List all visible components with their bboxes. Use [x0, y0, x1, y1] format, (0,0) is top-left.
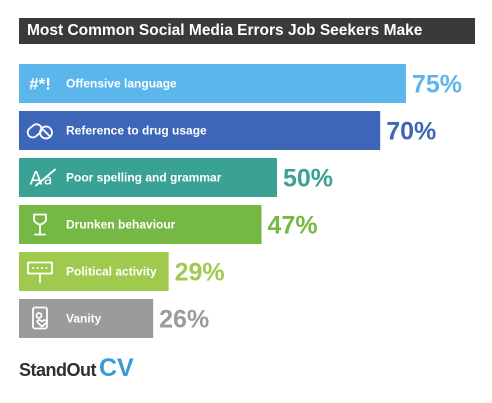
bar-value-2: 70%: [386, 118, 436, 146]
bar-4: [19, 205, 262, 244]
chart-title: Most Common Social Media Errors Job Seek…: [19, 18, 475, 44]
phone-selfie-icon: [32, 306, 48, 330]
bar-label-5: Political activity: [66, 265, 157, 279]
bar-label-6: Vanity: [66, 312, 102, 326]
bar-5: [19, 252, 169, 291]
bar-value-3: 50%: [283, 165, 333, 193]
bar-value-6: 26%: [159, 306, 209, 334]
bar-value-1: 75%: [412, 71, 462, 99]
svg-text:A: A: [30, 168, 43, 190]
bar-label-4: Drunken behaviour: [66, 218, 176, 232]
bar-6: [19, 299, 154, 338]
bar-1: [19, 64, 406, 103]
bar-value-4: 47%: [268, 212, 318, 240]
protest-sign-icon: [27, 261, 53, 284]
bar-3: [19, 158, 277, 197]
svg-text:a: a: [44, 173, 53, 189]
svg-text:#*!: #*!: [29, 75, 51, 94]
censored-symbols-icon: #*!: [29, 75, 51, 94]
logo-word-standout: StandOut: [19, 360, 97, 380]
bar-value-5: 29%: [175, 259, 225, 287]
bar-label-1: Offensive language: [66, 77, 177, 91]
wine-glass-icon: [33, 213, 47, 236]
standout-cv-logo: StandOut CV: [19, 354, 134, 383]
bar-label-3: Poor spelling and grammar: [66, 171, 222, 185]
logo-word-cv: CV: [99, 354, 134, 382]
pills-icon: [26, 123, 53, 140]
bar-label-2: Reference to drug usage: [66, 124, 207, 138]
bar-2: [19, 111, 381, 150]
